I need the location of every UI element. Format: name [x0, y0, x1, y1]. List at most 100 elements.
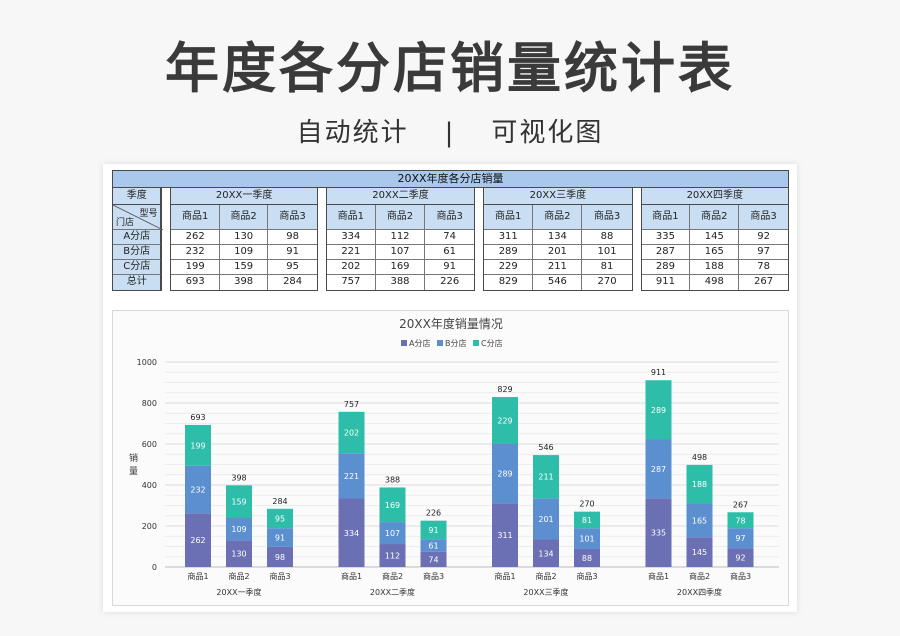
table-cell: 97	[739, 245, 788, 260]
total-label: 546	[538, 443, 553, 452]
table-cell: 88	[582, 230, 632, 245]
page-title: 年度各分店销量统计表	[165, 37, 735, 100]
data-label: 221	[344, 472, 359, 481]
group-label: 20XX三季度	[523, 587, 568, 597]
bar-segment	[379, 487, 406, 523]
bar-segment	[420, 520, 447, 540]
bar-segment	[574, 511, 600, 529]
data-label: 78	[735, 516, 745, 525]
y-tick-label: 400	[142, 481, 157, 490]
product-header-row: 商品1 商品2 商品3	[171, 205, 317, 230]
quarter-block: 20XX一季度 商品1 商品2 商品3 262 130 98 232 109 91 199 159 95…	[170, 188, 318, 291]
x-tick-label: 商品3	[730, 571, 751, 581]
table-cell: 91	[268, 245, 317, 260]
table-row: 289 188 78	[641, 260, 788, 275]
bar-segment	[267, 546, 293, 567]
table-cell: 98	[268, 230, 317, 245]
column-gap	[318, 188, 326, 291]
product-header: 商品1	[171, 205, 220, 230]
table-body: 季度 型号 门店 A分店 B分店 C分店 总计 20XX一季度 商品1 商品2 商品3…	[112, 188, 790, 291]
bar-segment	[267, 508, 293, 529]
total-row: 757 388 226	[327, 275, 474, 290]
data-label: 202	[344, 429, 359, 438]
total-label: 226	[426, 509, 441, 518]
table-row: 335 145 92	[641, 230, 788, 245]
table-cell: 188	[690, 260, 740, 275]
bar-segment	[185, 424, 211, 466]
y-tick-label: 600	[142, 440, 157, 449]
table-cell: 81	[582, 260, 632, 275]
bar-segment	[645, 498, 672, 567]
data-label: 335	[651, 529, 666, 538]
data-label: 134	[538, 549, 553, 558]
bar-segment	[420, 551, 447, 567]
table-cell: 311	[484, 230, 534, 245]
data-label: 61	[428, 542, 438, 551]
table-row: 232 109 91	[171, 245, 317, 260]
quarter-block: 20XX三季度 商品1 商品2 商品3 311 134 88 289 201 101 229 211 8…	[483, 188, 633, 291]
bar-segment	[185, 465, 211, 514]
season-header: 季度	[113, 188, 162, 205]
subtitle-separator: |	[444, 118, 456, 148]
table-row: 334 112 74	[326, 230, 475, 245]
quarter-block: 20XX四季度 商品1 商品2 商品3 335 145 92 287 165 97 289 188 78…	[640, 188, 790, 291]
corner-bottom-label: 门店	[116, 218, 135, 228]
table-cell: 262	[171, 230, 220, 245]
table-cell: 289	[641, 260, 691, 275]
bar-segment	[226, 540, 252, 567]
y-tick-label: 200	[142, 522, 157, 531]
table-row: 287 165 97	[641, 245, 788, 260]
product-header-row: 商品1 商品2 商品3	[641, 205, 788, 230]
x-tick-label: 商品2	[228, 571, 249, 581]
total-label: 757	[344, 400, 359, 409]
data-label: 211	[538, 473, 553, 482]
table-cell: 202	[326, 260, 376, 275]
table-cell: 398	[220, 275, 269, 290]
y-axis-label-char: 量	[129, 466, 138, 477]
product-header: 商品2	[533, 205, 583, 230]
bar-segment	[267, 528, 293, 547]
bar-segment	[492, 444, 518, 504]
row-label: C分店	[113, 260, 162, 275]
data-label: 97	[735, 534, 745, 543]
data-label: 91	[428, 526, 438, 535]
bar-segment	[379, 522, 406, 545]
diagonal-line	[113, 205, 163, 230]
x-tick-label: 商品2	[382, 571, 403, 581]
table-cell: 109	[219, 245, 269, 260]
table-title: 20XX年度各分店销量	[112, 170, 789, 188]
bar-segment	[686, 464, 713, 504]
bar-segment	[533, 498, 559, 540]
data-label: 130	[231, 550, 246, 559]
table-cell: 95	[268, 260, 317, 275]
total-label: 267	[733, 500, 748, 509]
data-label: 91	[275, 534, 285, 543]
table-cell: 289	[484, 245, 534, 260]
bar-segment	[645, 439, 672, 499]
table-cell: 287	[641, 245, 691, 260]
bar-segment	[533, 455, 559, 499]
product-header-row: 商品1 商品2 商品3	[484, 205, 632, 230]
data-label: 107	[385, 529, 400, 538]
column-gap	[162, 188, 170, 291]
data-label: 145	[692, 548, 707, 557]
table-cell: 270	[597, 276, 617, 287]
table-cell: 226	[440, 276, 460, 287]
group-label: 20XX四季度	[677, 587, 722, 597]
total-row: 829 546 270	[484, 275, 631, 290]
bar-segment	[379, 544, 406, 567]
table-row: 229 211 81	[484, 260, 632, 275]
product-header: 商品1	[326, 205, 376, 230]
diagonal-header-cell: 型号 门店	[113, 205, 163, 230]
bar-segment	[185, 513, 211, 567]
x-tick-label: 商品2	[689, 571, 710, 581]
row-label-column: 季度 型号 门店 A分店 B分店 C分店 总计	[112, 188, 163, 291]
data-label: 101	[579, 535, 594, 544]
row-label: A分店	[113, 230, 162, 245]
x-tick-label: 商品1	[648, 571, 669, 581]
y-tick-label: 0	[152, 563, 157, 572]
data-label: 289	[497, 470, 512, 479]
bar-segment	[727, 548, 754, 567]
bar-segment	[226, 518, 252, 541]
data-label: 81	[582, 516, 592, 525]
